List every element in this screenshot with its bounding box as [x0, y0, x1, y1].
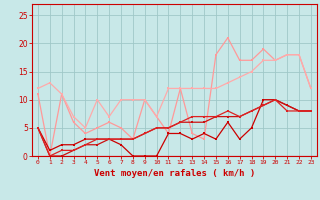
X-axis label: Vent moyen/en rafales ( km/h ): Vent moyen/en rafales ( km/h ): [94, 169, 255, 178]
